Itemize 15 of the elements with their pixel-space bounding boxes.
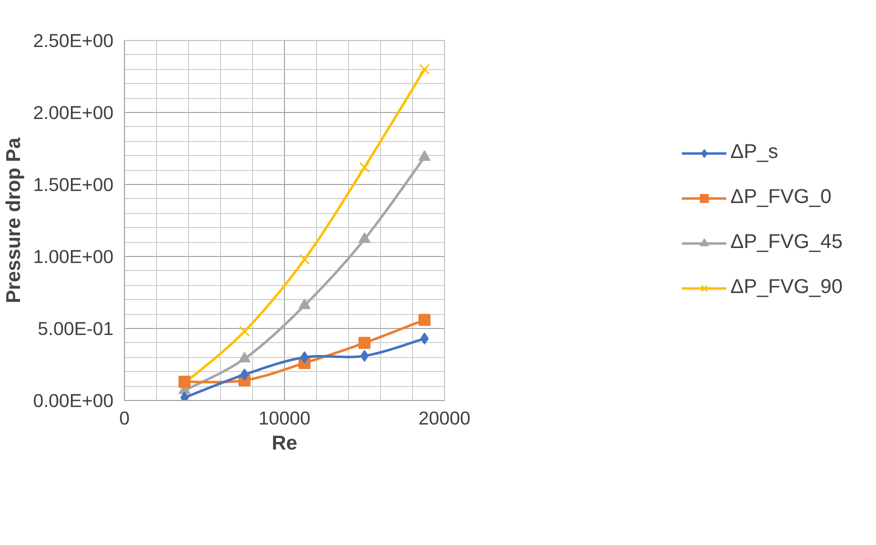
y-tick-label: 1.00E+00 xyxy=(33,246,114,267)
x-tick-label: 20000 xyxy=(418,408,470,428)
legend-label: ΔP_FVG_0 xyxy=(730,186,832,209)
x-axis-title: Re xyxy=(272,432,298,454)
legend-label: ΔP_FVG_90 xyxy=(730,276,843,299)
y-tick-label: 5.00E-01 xyxy=(38,318,114,339)
y-axis-title: Pressure drop Pa xyxy=(3,136,26,304)
x-tick-label: 0 xyxy=(119,408,130,428)
y-tick-label: 2.50E+00 xyxy=(33,30,114,51)
y-tick-label: 2.00E+00 xyxy=(33,102,114,123)
legend-label: ΔP_s xyxy=(730,141,778,164)
legend-label: ΔP_FVG_45 xyxy=(730,231,843,254)
y-tick-label: 0.00E+00 xyxy=(33,390,114,411)
y-tick-label: 1.50E+00 xyxy=(33,174,114,195)
x-tick-label: 10000 xyxy=(258,408,310,428)
